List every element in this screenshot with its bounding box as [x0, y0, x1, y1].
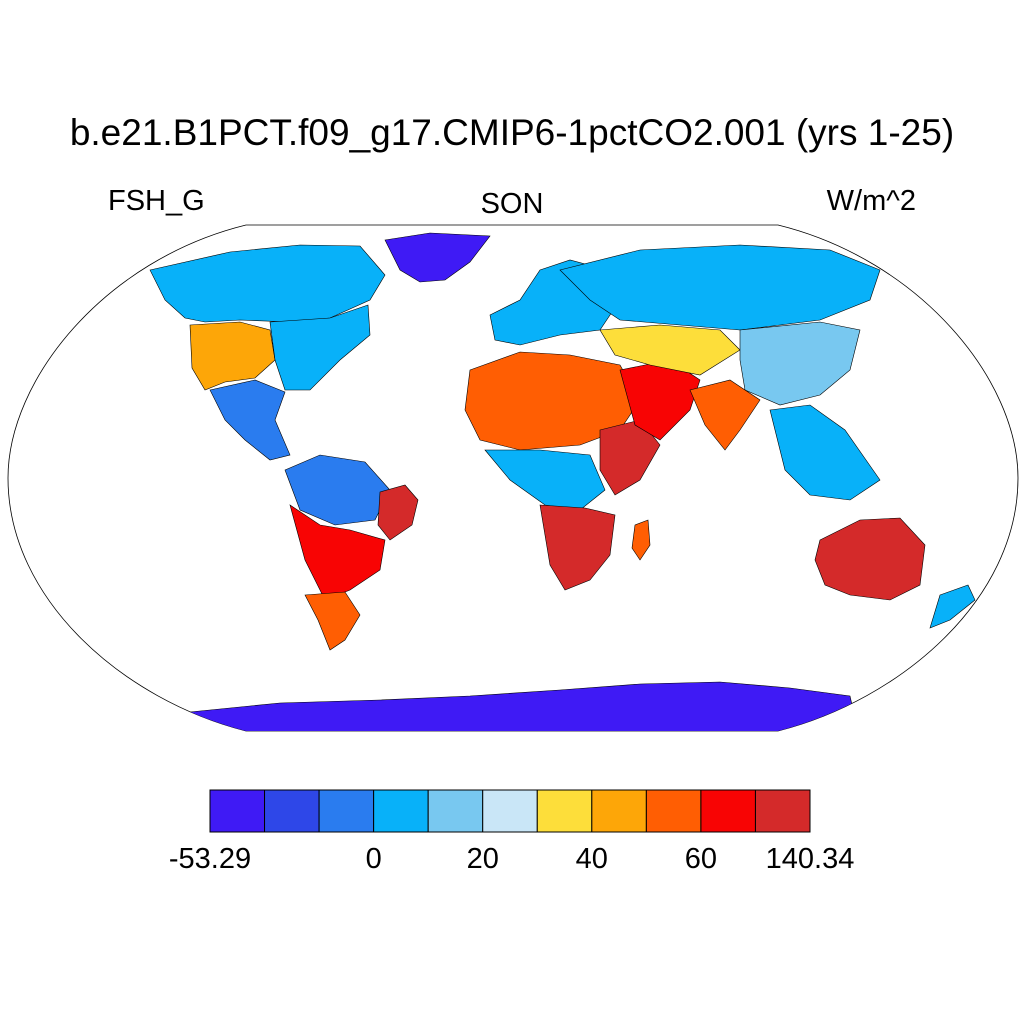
colorbar-label: 0 [366, 843, 382, 875]
plot-title: b.e21.B1PCT.f09_g17.CMIP6-1pctCO2.001 (y… [69, 112, 955, 153]
colorbar-label: 20 [467, 843, 499, 875]
colorbar-box [264, 789, 320, 833]
colorbar-box [754, 789, 811, 833]
region-central-america [209, 379, 291, 461]
region-east-asia [739, 321, 861, 406]
units-label: W/m^2 [826, 185, 916, 217]
region-southern-africa [539, 504, 616, 591]
region-greenland [384, 232, 491, 283]
colorbar-box [536, 789, 593, 833]
region-patagonia [304, 591, 361, 651]
season-label: SON [480, 188, 544, 220]
region-new-zealand [929, 584, 976, 629]
region-central-africa [484, 449, 606, 511]
colorbar-label: 40 [576, 843, 608, 875]
region-siberia [559, 244, 881, 331]
region-india [689, 379, 761, 451]
colorbar-label: -53.29 [169, 843, 251, 875]
region-north-america-east [269, 304, 371, 391]
colorbar-label: 140.34 [766, 843, 855, 875]
colorbar-box [700, 789, 756, 833]
colorbar-box [373, 789, 429, 833]
colorbar-box [591, 789, 647, 833]
region-south-america-andes [289, 504, 386, 601]
region-australia [814, 517, 926, 601]
region-southeast-asia [769, 404, 881, 501]
colorbar-box [318, 789, 375, 833]
colorbar-box [209, 789, 266, 833]
variable-label: FSH_G [108, 185, 205, 217]
colorbar-label: 60 [685, 843, 717, 875]
region-north-america-southwest [189, 321, 276, 391]
colorbar-box [482, 789, 538, 833]
region-antarctica [169, 681, 861, 731]
colorbar-box [645, 789, 702, 833]
region-central-asia [599, 324, 741, 376]
region-brazil-east [377, 484, 419, 541]
region-madagascar [631, 519, 651, 561]
colorbar-box [427, 789, 484, 833]
